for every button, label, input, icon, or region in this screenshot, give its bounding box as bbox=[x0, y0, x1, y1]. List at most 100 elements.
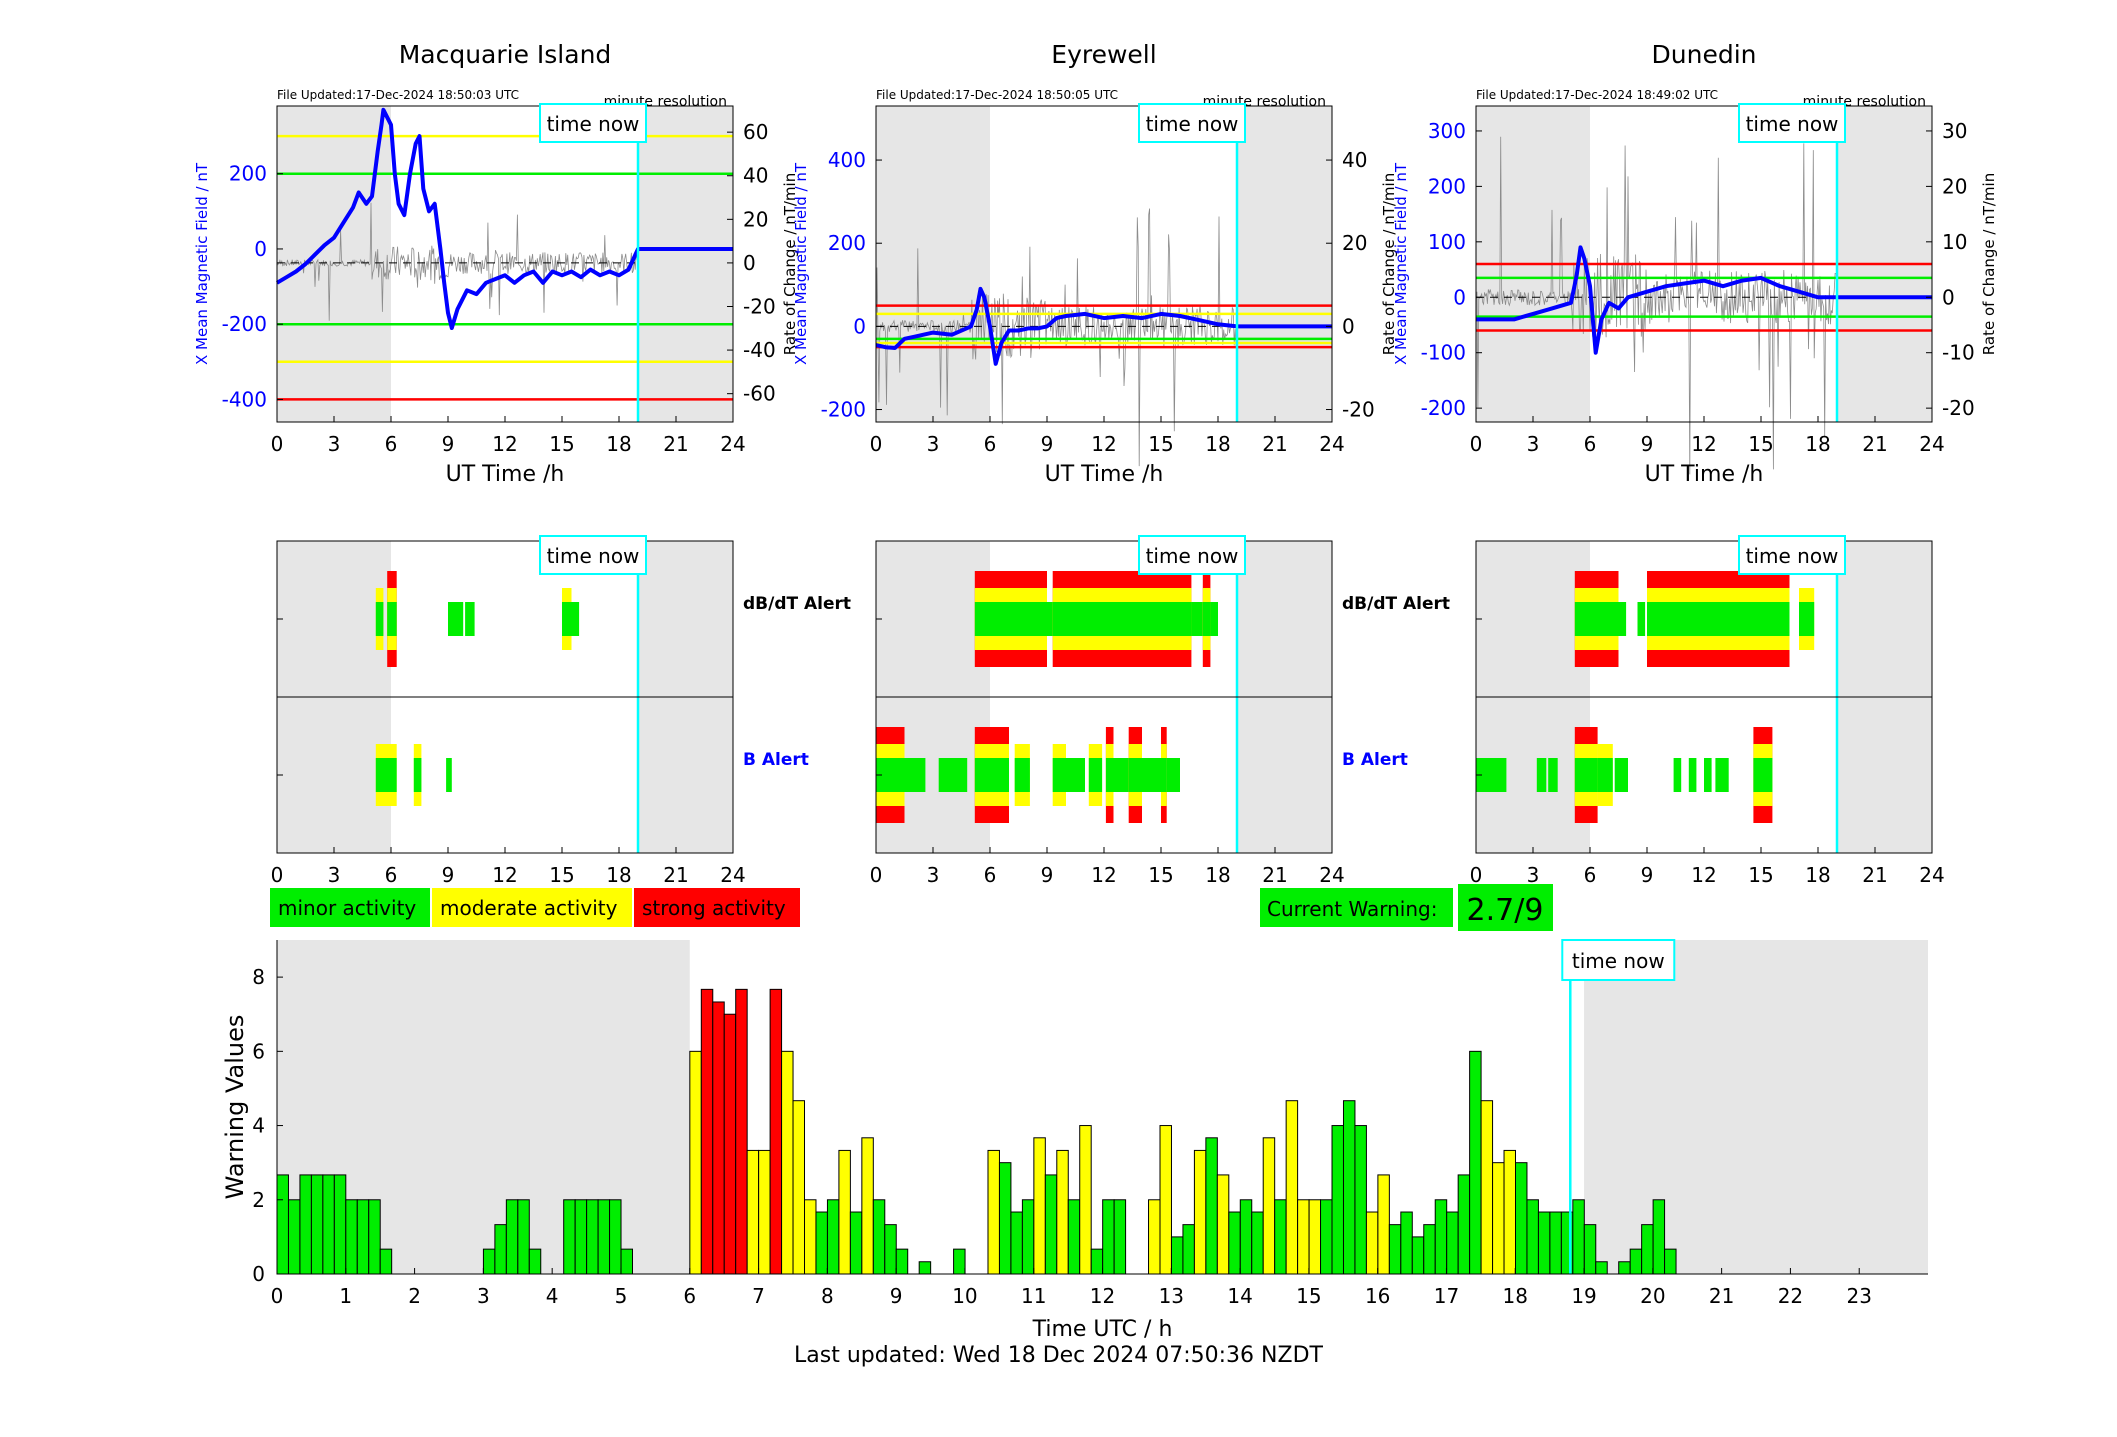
activity-legend: minor activity moderate activity strong ac… bbox=[270, 888, 800, 927]
warning-bar bbox=[368, 1199, 381, 1275]
warning-bar bbox=[1148, 1199, 1161, 1275]
y2-axis-label: Rate of Change / nT/min bbox=[1980, 173, 1998, 355]
y-tick-label: 0 bbox=[853, 314, 866, 338]
time-now-label: time now bbox=[547, 544, 640, 568]
y2-tick-label: 20 bbox=[1942, 174, 1967, 198]
x-tick-label: 15 bbox=[1296, 1284, 1321, 1308]
warning-bar bbox=[884, 1224, 897, 1275]
time-now-label: time now bbox=[1146, 544, 1239, 568]
y2-axis-label: Rate of Change / nT/min bbox=[1380, 173, 1398, 355]
alert-bar-minor bbox=[1597, 758, 1613, 792]
alert-bar-minor bbox=[375, 602, 384, 636]
x-tick-label: 18 bbox=[1205, 432, 1230, 456]
warning-bar bbox=[1205, 1137, 1218, 1275]
y-tick-label: -200 bbox=[821, 398, 866, 422]
alert-bar-minor bbox=[1210, 602, 1218, 636]
alert-bar-minor bbox=[1753, 758, 1773, 792]
x-mean-field-series bbox=[275, 107, 733, 330]
x-axis-label: UT Time /h bbox=[1645, 462, 1764, 487]
warning-bar bbox=[1492, 1162, 1505, 1275]
x-axis-label: Time UTC / h bbox=[1032, 1317, 1173, 1342]
warning-bar bbox=[689, 1050, 702, 1275]
alert-bar-minor bbox=[1574, 758, 1598, 792]
alert-bar-minor bbox=[1088, 758, 1103, 792]
warning-bar bbox=[1595, 1261, 1608, 1275]
legend-minor-activity: minor activity bbox=[278, 896, 416, 920]
warning-bar bbox=[1159, 1125, 1172, 1275]
warning-bar bbox=[815, 1211, 828, 1275]
warning-bar bbox=[1056, 1149, 1069, 1275]
warning-bar bbox=[597, 1199, 611, 1275]
b-alert-label: B Alert bbox=[743, 750, 809, 770]
alert-bar-minor bbox=[571, 602, 580, 636]
x-tick-label: 18 bbox=[1805, 863, 1830, 887]
x-tick-label: 0 bbox=[271, 432, 284, 456]
warning-bar bbox=[494, 1224, 507, 1275]
warning-bar bbox=[781, 1050, 794, 1275]
time-now-label: time now bbox=[1572, 949, 1665, 973]
time-now-box bbox=[1138, 535, 1246, 575]
night-shade bbox=[1584, 940, 1928, 1274]
x-tick-label: 20 bbox=[1640, 1284, 1665, 1308]
x-tick-label: 6 bbox=[683, 1284, 696, 1308]
alert-bar-minor bbox=[974, 602, 1047, 636]
y-tick-label: 200 bbox=[828, 231, 866, 255]
x-tick-label: 3 bbox=[328, 432, 341, 456]
warning-bar bbox=[1377, 1174, 1390, 1275]
x-tick-label: 21 bbox=[663, 432, 688, 456]
warning-bar bbox=[987, 1149, 1000, 1275]
warning-bar bbox=[1079, 1125, 1092, 1275]
warning-bar bbox=[1308, 1199, 1322, 1275]
time-now-box bbox=[1561, 939, 1676, 981]
x-tick-label: 18 bbox=[1503, 1284, 1528, 1308]
x-tick-label: 6 bbox=[385, 432, 398, 456]
y-tick-label: 0 bbox=[252, 1262, 265, 1286]
alert-bar-minor bbox=[1704, 758, 1712, 792]
y-tick-label: 6 bbox=[252, 1039, 265, 1063]
warning-bar bbox=[620, 1248, 633, 1275]
night-shade bbox=[638, 106, 733, 422]
x-tick-label: 10 bbox=[952, 1284, 977, 1308]
warning-bar bbox=[1549, 1211, 1562, 1275]
alert-bar-minor bbox=[1637, 602, 1646, 636]
y-axis-label: X Mean Magnetic Field / nT bbox=[792, 162, 810, 365]
warning-bar bbox=[1331, 1125, 1344, 1275]
current-warning-label-box bbox=[1260, 888, 1453, 927]
x-tick-label: 0 bbox=[271, 863, 284, 887]
alert-bar-minor bbox=[1574, 602, 1619, 636]
station-title: Eyrewell bbox=[1051, 40, 1156, 69]
x-tick-label: 21 bbox=[1709, 1284, 1734, 1308]
x-tick-label: 1 bbox=[339, 1284, 352, 1308]
alert-bar-minor bbox=[1128, 758, 1142, 792]
y2-tick-label: 0 bbox=[1942, 285, 1955, 309]
x-tick-label: 15 bbox=[549, 432, 574, 456]
warning-bar bbox=[287, 1199, 301, 1275]
y2-axis-label: Rate of Change / nT/min bbox=[781, 173, 799, 355]
x-tick-label: 24 bbox=[1319, 432, 1344, 456]
alert-bar-minor bbox=[904, 758, 926, 792]
y-tick-label: 400 bbox=[828, 148, 866, 172]
alert-bar-minor bbox=[1536, 758, 1547, 792]
warning-bar bbox=[861, 1137, 874, 1275]
warning-bar bbox=[1641, 1224, 1654, 1275]
warning-bar bbox=[1652, 1199, 1666, 1275]
warning-bar bbox=[792, 1100, 806, 1275]
warning-bar bbox=[1434, 1199, 1448, 1275]
warning-bar bbox=[918, 1261, 932, 1275]
warning-bar bbox=[1457, 1174, 1471, 1275]
alert-panel: 0 3 6 9 12 15 18 21 24 time now dB/dT Alert B Alert bbox=[271, 535, 851, 887]
alert-bar-minor bbox=[1052, 602, 1192, 636]
warning-bar bbox=[1251, 1211, 1264, 1275]
current-warning-value: 2.7/9 bbox=[1467, 893, 1544, 928]
warning-bar bbox=[872, 1199, 886, 1275]
y2-tick-label: 60 bbox=[743, 120, 768, 144]
warning-bar bbox=[299, 1174, 312, 1275]
x-tick-label: 6 bbox=[984, 863, 997, 887]
warning-bar bbox=[505, 1199, 519, 1275]
rate-of-change-trace bbox=[276, 202, 638, 321]
warning-bar bbox=[849, 1211, 863, 1275]
warning-bar bbox=[1170, 1236, 1184, 1275]
warning-bar bbox=[356, 1199, 370, 1275]
warning-bar bbox=[1285, 1100, 1299, 1275]
time-now-box bbox=[539, 103, 647, 143]
